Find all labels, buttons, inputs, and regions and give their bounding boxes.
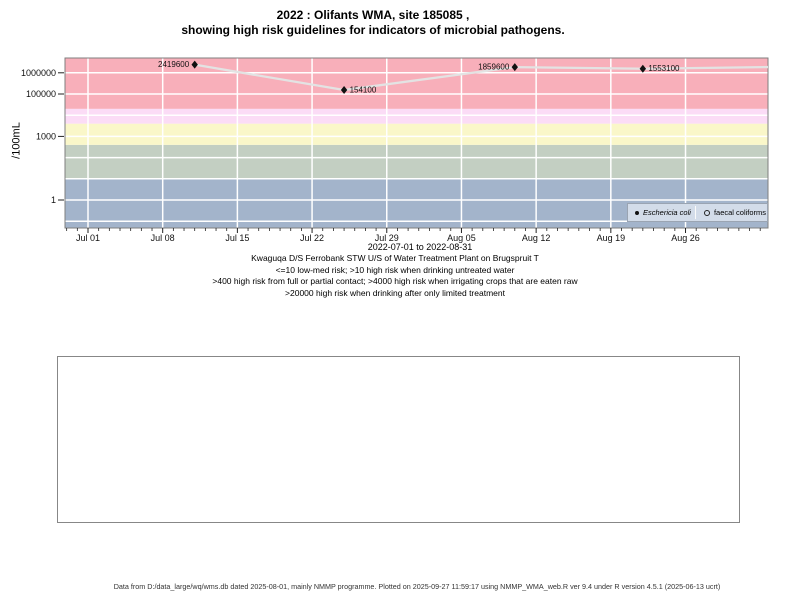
plot-border: [64, 57, 769, 229]
x-tick-label: Jul 15: [225, 233, 249, 243]
data-point-label: 2419600: [158, 60, 190, 69]
legend-entry-faecal-coliforms: faecal coliforms: [694, 206, 770, 219]
x-tick-label: Jul 01: [76, 233, 100, 243]
x-tick-label: Jul 08: [151, 233, 175, 243]
chart-title-line2: showing high risk guidelines for indicat…: [181, 23, 565, 37]
open-point-icon: [703, 209, 710, 216]
caption-site-description: Kwaguqa D/S Ferrobank STW U/S of Water T…: [251, 253, 539, 263]
caption-risk-line2: >400 high risk from full or partial cont…: [212, 276, 578, 286]
data-point-label: 1553100: [648, 64, 680, 73]
x-tick-label: Aug 05: [447, 233, 476, 243]
filled-point-icon: [635, 210, 639, 215]
risk-band: [65, 144, 768, 179]
risk-band: [65, 58, 768, 109]
y-tick-label: 100000: [26, 89, 56, 99]
risk-bands: [65, 58, 768, 228]
y-tick-label: 1: [51, 195, 56, 205]
chart-title-line1: 2022 : Olifants WMA, site 185085 ,: [276, 8, 470, 22]
risk-band: [65, 123, 768, 145]
x-tick-label: Aug 26: [671, 233, 700, 243]
x-tick-label: Jul 22: [300, 233, 324, 243]
footer-provenance-text: Data from D:/data_large/wq/wms.db dated …: [113, 582, 721, 591]
caption-risk-line3: >20000 high risk when drinking after onl…: [285, 287, 505, 298]
y-tick-label: 1000: [36, 131, 56, 141]
data-points: 2419600 154100 1859600 1553100: [158, 60, 680, 94]
x-axis-ticks: [66, 228, 761, 233]
legend-entry-ecoli: Eschericia coli: [628, 206, 695, 219]
legend-label-ecoli: Eschericia coli: [643, 208, 691, 217]
y-axis-title: /100mL: [10, 122, 23, 159]
data-point-label: 1859600: [478, 63, 510, 72]
chart-legend: Eschericia coli faecal coliforms: [627, 203, 768, 222]
risk-band: [65, 108, 768, 124]
chart-title: 2022 : Olifants WMA, site 185085 , showi…: [0, 8, 746, 38]
data-point-label: 154100: [350, 86, 377, 95]
guideline-captions: Kwaguqa D/S Ferrobank STW U/S of Water T…: [0, 253, 790, 299]
data-point-marker: [639, 64, 647, 73]
y-tick-label: 1000000: [21, 68, 56, 78]
data-point-marker: [340, 86, 348, 95]
caption-risk-line1: <=10 low-med risk; >10 high risk when dr…: [275, 264, 515, 275]
x-tick-label: Aug 12: [522, 233, 551, 243]
x-tick-label: Aug 19: [597, 233, 626, 243]
empty-second-panel: [57, 356, 740, 523]
data-point-marker: [511, 63, 518, 72]
x-axis-title: 2022-07-01 to 2022-08-31: [367, 242, 473, 252]
x-tick-label: Jul 29: [375, 233, 399, 243]
chart-figure: Jul 01 Jul 08 Jul 15 Jul 22 Jul 29 Aug 05 Aug …: [0, 50, 800, 250]
legend-label-faecal-coliforms: faecal coliforms: [713, 208, 767, 217]
gridlines: [65, 58, 768, 228]
microbial-risk-chart: Jul 01 Jul 08 Jul 15 Jul 22 Jul 29 Aug 05 Aug …: [21, 57, 769, 243]
data-point-marker: [191, 60, 198, 69]
